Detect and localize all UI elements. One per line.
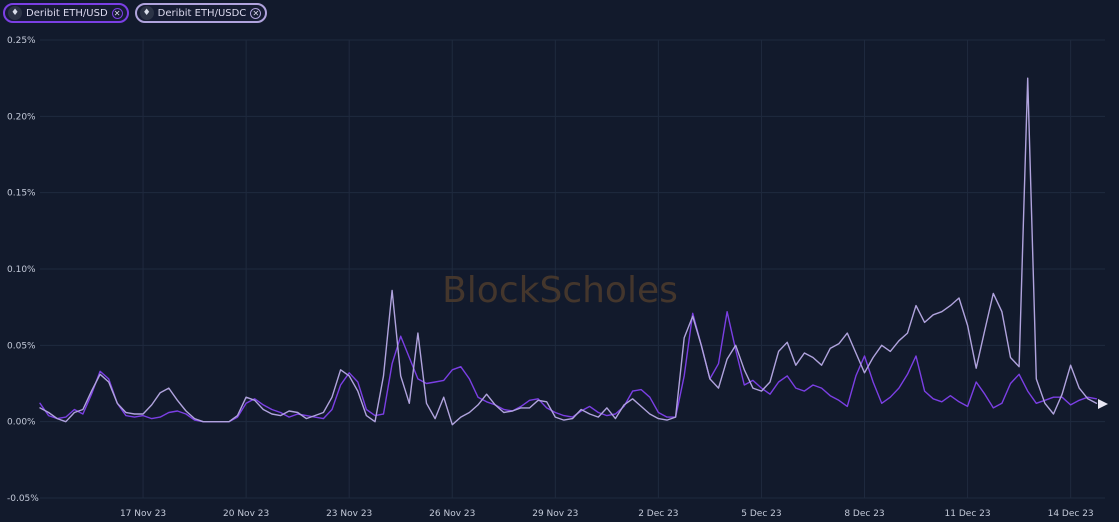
y-tick-label: 0.00%	[7, 418, 36, 428]
y-tick-label: 0.20%	[7, 112, 36, 122]
series-line-eth-usdc	[39, 77, 1098, 426]
legend-label: Deribit ETH/USD	[26, 7, 108, 19]
close-circle-icon[interactable]: ✕	[111, 7, 123, 19]
x-tick-label: 11 Dec 23	[945, 509, 991, 519]
y-tick-label: 0.15%	[7, 189, 36, 199]
x-tick-label: 26 Nov 23	[429, 509, 475, 519]
y-axis: 0.25% 0.20% 0.15% 0.10% 0.05% 0.00% -0.05%	[7, 36, 39, 504]
legend-label: Deribit ETH/USDC	[157, 7, 247, 19]
ethereum-icon: ♦	[139, 6, 154, 20]
y-tick-label: 0.25%	[7, 36, 36, 46]
x-tick-label: 23 Nov 23	[326, 509, 372, 519]
series-group	[39, 77, 1098, 426]
watermark: BlockScholes	[442, 270, 678, 311]
x-tick-label: 29 Nov 23	[532, 509, 578, 519]
x-axis: 17 Nov 23 20 Nov 23 23 Nov 23 26 Nov 23 29 N…	[120, 509, 1094, 519]
x-tick-label: 17 Nov 23	[120, 509, 166, 519]
legend-chip-eth-usd[interactable]: ♦ Deribit ETH/USD ✕	[3, 3, 129, 23]
x-tick-label: 8 Dec 23	[844, 509, 884, 519]
close-circle-icon[interactable]: ✕	[250, 7, 262, 19]
grid	[40, 39, 1105, 499]
y-tick-label: 0.10%	[7, 265, 36, 275]
x-tick-label: 14 Dec 23	[1048, 509, 1094, 519]
legend: ♦ Deribit ETH/USD ✕ ♦ Deribit ETH/USDC ✕	[3, 3, 268, 23]
end-marker-icon	[1098, 399, 1108, 409]
series-line-eth-usd	[39, 311, 1098, 423]
legend-chip-eth-usdc[interactable]: ♦ Deribit ETH/USDC ✕	[134, 3, 268, 23]
x-tick-label: 20 Nov 23	[223, 509, 269, 519]
ethereum-icon: ♦	[8, 6, 22, 20]
y-tick-label: 0.05%	[7, 341, 36, 351]
x-tick-label: 2 Dec 23	[638, 509, 678, 519]
x-tick-label: 5 Dec 23	[741, 509, 781, 519]
y-tick-label: -0.05%	[7, 494, 39, 504]
